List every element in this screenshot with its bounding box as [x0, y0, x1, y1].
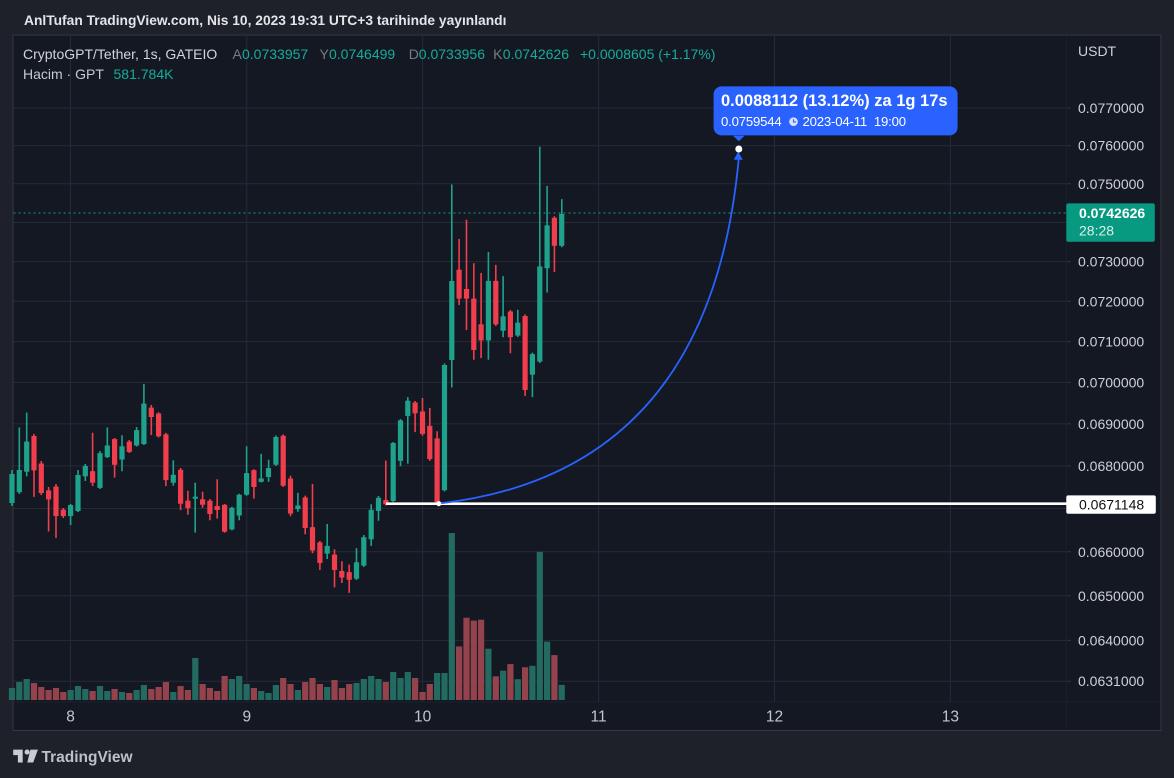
svg-text:0.0671148: 0.0671148 — [1079, 496, 1144, 512]
svg-text:0.0640000: 0.0640000 — [1078, 632, 1144, 648]
svg-text:0.0710000: 0.0710000 — [1078, 334, 1144, 350]
svg-text:0.0730000: 0.0730000 — [1078, 254, 1144, 270]
svg-text:0.0660000: 0.0660000 — [1078, 544, 1144, 560]
svg-text:0.0631000: 0.0631000 — [1078, 673, 1144, 689]
svg-text:9: 9 — [242, 709, 251, 726]
svg-text:Y: Y — [320, 46, 330, 62]
svg-text:12: 12 — [766, 709, 783, 726]
svg-text:0.0742626: 0.0742626 — [503, 46, 569, 62]
svg-text:AnlTufan TradingView.com, Nis: AnlTufan TradingView.com, Nis 10, 2023 1… — [24, 13, 506, 28]
svg-text:28:28: 28:28 — [1079, 223, 1114, 239]
svg-text:CryptoGPT/Tether, 1s, GATEIO: CryptoGPT/Tether, 1s, GATEIO — [23, 46, 217, 62]
svg-text:8: 8 — [66, 709, 75, 726]
svg-text:Hacim · GPT: Hacim · GPT — [23, 66, 104, 82]
svg-text:0.0700000: 0.0700000 — [1078, 374, 1144, 390]
svg-text:11: 11 — [591, 709, 607, 726]
svg-text:0.0750000: 0.0750000 — [1078, 176, 1144, 192]
svg-text:0.0680000: 0.0680000 — [1078, 458, 1144, 474]
svg-text:581.784K: 581.784K — [114, 66, 175, 82]
svg-text:10: 10 — [414, 709, 432, 726]
svg-text:0.0759544: 0.0759544 — [721, 114, 782, 129]
svg-text:13: 13 — [942, 709, 959, 726]
svg-text:0.0088112 (13.12%) za 1g 17s: 0.0088112 (13.12%) za 1g 17s — [721, 92, 948, 110]
svg-text:0.0690000: 0.0690000 — [1078, 416, 1144, 432]
svg-text:TradingView: TradingView — [42, 749, 134, 766]
svg-text:0.0760000: 0.0760000 — [1078, 138, 1144, 154]
svg-text:0.0650000: 0.0650000 — [1078, 588, 1144, 604]
svg-text:2023-04-11 19:00: 2023-04-11 19:00 — [803, 114, 906, 129]
svg-text:0.0770000: 0.0770000 — [1078, 100, 1144, 116]
svg-text:0.0720000: 0.0720000 — [1078, 293, 1144, 309]
svg-text:USDT: USDT — [1078, 43, 1117, 59]
svg-text:0.0733957: 0.0733957 — [242, 46, 308, 62]
svg-text:0.0746499: 0.0746499 — [329, 46, 395, 62]
svg-text:0.0733956: 0.0733956 — [419, 46, 485, 62]
svg-text:0.0742626: 0.0742626 — [1079, 205, 1145, 221]
svg-text:K: K — [493, 46, 503, 62]
svg-text:D: D — [409, 46, 419, 62]
svg-text:+0.0008605 (+1.17%): +0.0008605 (+1.17%) — [580, 46, 715, 62]
svg-text:A: A — [233, 46, 243, 62]
